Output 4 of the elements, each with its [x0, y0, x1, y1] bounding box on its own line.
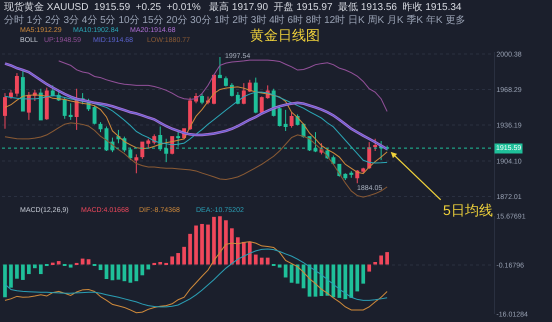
chart-title: 黄金日线图	[250, 27, 320, 43]
text: 分时 1分 2分 3分 4分 5分 10分 15分 20分 30分 1时 2时 3时 4时 6时 8时 12时 日K 周K 月K 季K 年K 更多	[4, 14, 466, 26]
text: 5日均线	[443, 202, 493, 218]
text: 现货黄金 XAUUSD 1915.59 +0.25 +0.01% 最高 1917.90 开盘 1915.97 最低 1913.56 昨收 1915.34	[4, 1, 462, 13]
